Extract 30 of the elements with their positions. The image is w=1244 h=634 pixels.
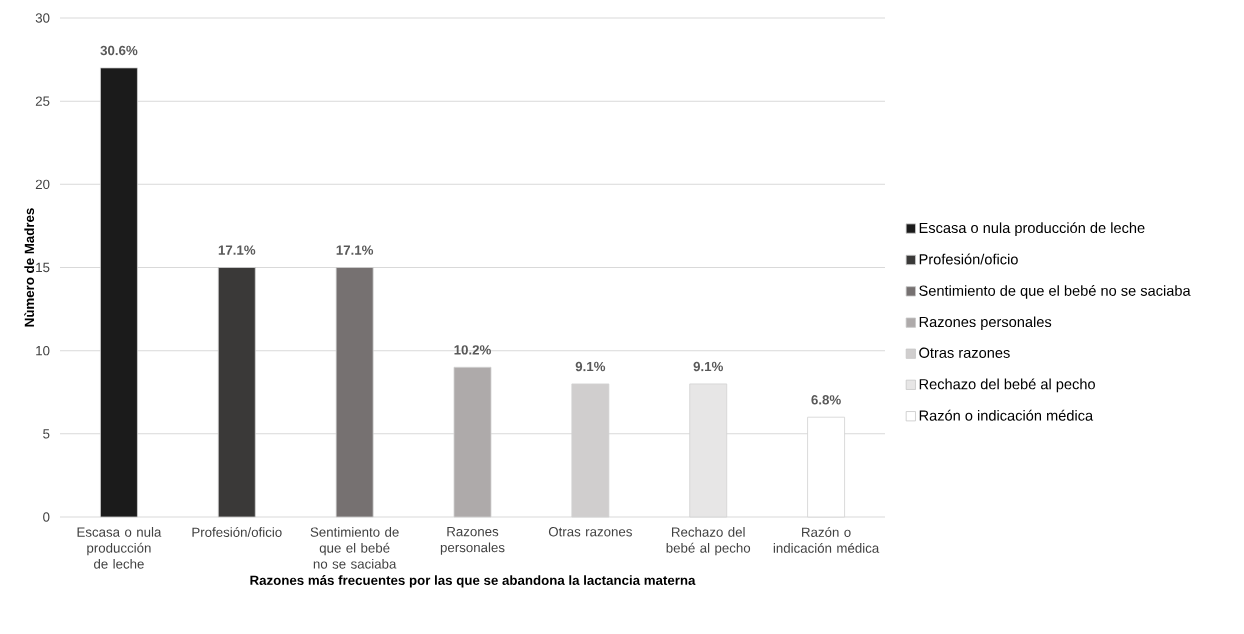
legend-label: Profesión/oficio	[919, 253, 1018, 265]
y-tick-label: 10	[36, 345, 50, 356]
x-tick-label: Profesión/oficio	[192, 527, 282, 537]
legend-label: Sentimiento de que el bebé no se saciaba	[919, 284, 1191, 299]
annotation: 17.1%	[336, 245, 374, 255]
annotation: 9.1%	[693, 361, 723, 372]
annotation: 9.1%	[575, 361, 606, 372]
legend-label: Otras razones	[919, 347, 1010, 358]
y-tick-label: 5	[43, 429, 50, 439]
x-tick-label: Sentimiento de que el bebé no se saciaba	[310, 527, 399, 569]
y-tick-label: 15	[36, 262, 50, 273]
annotation: 10.2%	[454, 345, 491, 355]
legend-label: Razón o indicación médica	[919, 409, 1094, 421]
y-axis-title: Nùmero de Madres	[24, 208, 35, 327]
x-tick-label: Rechazo del bebé al pecho	[666, 527, 751, 556]
y-tick-label: 0	[43, 512, 50, 522]
x-tick-label: Razón o indicación médica	[773, 527, 880, 553]
x-axis-title: Razones más frecuentes por las que se abandona la lactancia materna	[250, 575, 696, 588]
annotation: 6.8%	[811, 395, 841, 405]
x-tick-label: Razones personales	[440, 527, 505, 555]
y-tick-label: 30	[35, 13, 50, 23]
annotation: 30.6%	[100, 45, 138, 56]
annotation: 17.1%	[218, 245, 256, 255]
legend-label: Razones personales	[919, 316, 1052, 330]
y-tick-label: 25	[35, 96, 50, 106]
legend-label: Rechazo del bebé al pecho	[919, 378, 1095, 393]
y-tick-label: 20	[35, 179, 50, 190]
x-tick-label: Escasa o nula producción de leche	[77, 527, 162, 569]
legend-label: Escasa o nula producción de leche	[919, 222, 1145, 236]
x-tick-label: Otras razones	[548, 527, 632, 537]
